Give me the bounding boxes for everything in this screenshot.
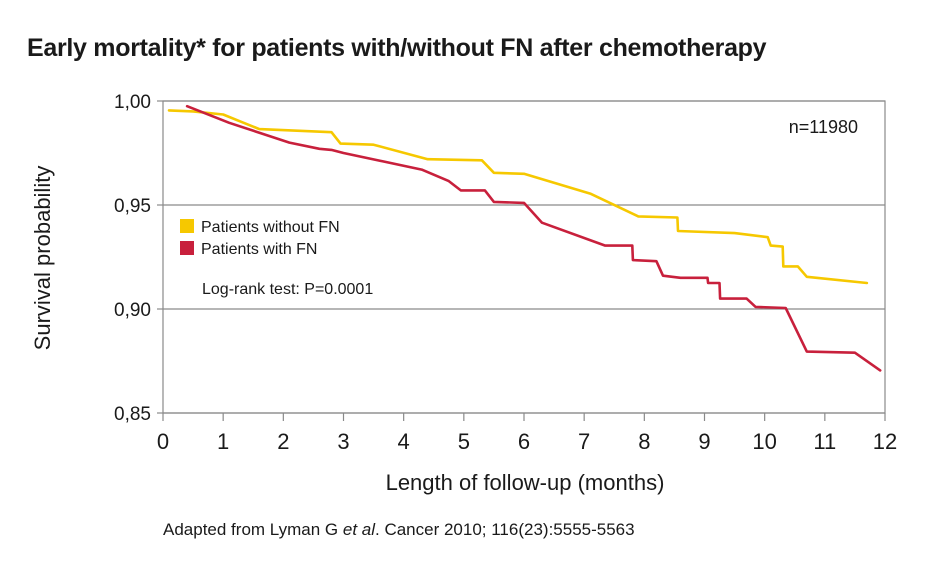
- y-axis-label: Survival probability: [30, 166, 55, 351]
- y-axis-ticks: 0,85 0,90 0,95 1,00: [114, 92, 163, 425]
- legend-swatch: [180, 219, 194, 233]
- series-lines: [167, 104, 882, 372]
- legend-swatch: [180, 241, 194, 255]
- x-tick-label: 5: [458, 429, 470, 454]
- y-tick-label: 1,00: [114, 92, 151, 113]
- x-tick-label: 6: [518, 429, 530, 454]
- source-citation: Adapted from Lyman G et al. Cancer 2010;…: [163, 520, 635, 540]
- log-rank-annotation: Log-rank test: P=0.0001: [202, 281, 373, 298]
- source-italic: et al: [342, 520, 375, 539]
- chart-title: Early mortality* for patients with/witho…: [27, 34, 767, 62]
- series-line-with-fn: [185, 104, 882, 372]
- x-tick-label: 7: [578, 429, 590, 454]
- series-line-without-fn: [167, 109, 869, 285]
- y-tick-label: 0,85: [114, 404, 151, 425]
- y-tick-label: 0,95: [114, 196, 151, 217]
- legend-label: Patients with FN: [201, 241, 317, 258]
- x-tick-label: 2: [277, 429, 289, 454]
- x-tick-label: 11: [813, 429, 836, 454]
- x-tick-label: 8: [638, 429, 650, 454]
- legend-label: Patients without FN: [201, 219, 340, 236]
- x-tick-label: 1: [217, 429, 229, 454]
- x-tick-label: 3: [337, 429, 349, 454]
- x-tick-label: 10: [752, 429, 776, 454]
- source-suffix: . Cancer 2010; 116(23):5555-5563: [375, 520, 635, 539]
- sample-size-annotation: n=11980: [789, 117, 858, 137]
- legend: Patients without FN Patients with FN: [180, 219, 340, 258]
- source-prefix: Adapted from Lyman G: [163, 520, 343, 539]
- x-axis-ticks: 0 1 2 3 4 5 6 7 8 9 10 11 12: [157, 413, 897, 454]
- x-tick-label: 12: [873, 429, 897, 454]
- x-tick-label: 0: [157, 429, 169, 454]
- x-tick-label: 9: [698, 429, 710, 454]
- x-tick-label: 4: [398, 429, 410, 454]
- x-axis-label: Length of follow-up (months): [386, 470, 665, 495]
- y-tick-label: 0,90: [114, 300, 151, 321]
